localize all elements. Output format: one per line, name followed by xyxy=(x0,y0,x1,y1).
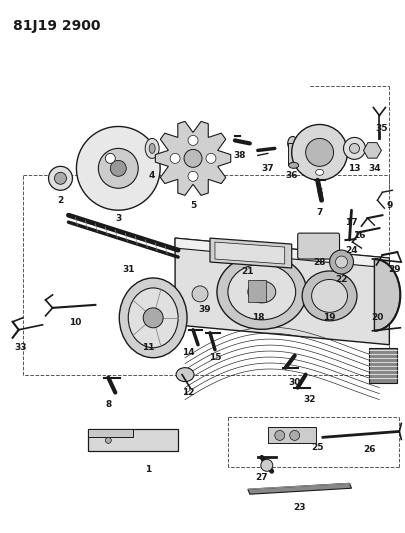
Ellipse shape xyxy=(216,255,306,329)
Text: 8: 8 xyxy=(105,400,111,409)
Text: 24: 24 xyxy=(344,246,357,255)
Circle shape xyxy=(289,431,299,440)
Circle shape xyxy=(98,148,138,188)
Circle shape xyxy=(76,126,160,210)
Ellipse shape xyxy=(315,169,323,175)
Text: 3: 3 xyxy=(115,214,121,223)
Circle shape xyxy=(305,139,333,166)
Ellipse shape xyxy=(176,368,194,382)
Text: 33: 33 xyxy=(14,343,27,352)
Text: 14: 14 xyxy=(181,348,194,357)
Ellipse shape xyxy=(128,288,178,348)
Circle shape xyxy=(349,143,358,154)
Circle shape xyxy=(54,172,66,184)
Ellipse shape xyxy=(119,278,187,358)
Ellipse shape xyxy=(227,264,295,320)
Text: 10: 10 xyxy=(69,318,81,327)
Circle shape xyxy=(183,149,202,167)
Circle shape xyxy=(188,171,198,181)
Circle shape xyxy=(291,125,347,180)
Circle shape xyxy=(110,160,126,176)
Circle shape xyxy=(205,154,215,163)
Text: 13: 13 xyxy=(347,164,360,173)
Text: 38: 38 xyxy=(233,151,245,160)
Circle shape xyxy=(192,286,207,302)
Circle shape xyxy=(188,135,198,146)
Polygon shape xyxy=(175,238,388,268)
Text: 6: 6 xyxy=(315,188,322,197)
Text: 26: 26 xyxy=(362,445,375,454)
Bar xyxy=(247,280,265,302)
Polygon shape xyxy=(209,238,291,268)
Text: 19: 19 xyxy=(322,313,335,322)
Text: 28: 28 xyxy=(313,257,325,266)
Ellipse shape xyxy=(288,163,298,168)
Text: 4: 4 xyxy=(149,171,155,180)
Text: 7: 7 xyxy=(315,208,322,217)
Text: 9: 9 xyxy=(385,201,392,209)
Text: 23: 23 xyxy=(293,503,305,512)
Text: 31: 31 xyxy=(122,265,134,274)
Polygon shape xyxy=(155,122,230,196)
Circle shape xyxy=(105,154,115,163)
Text: 25: 25 xyxy=(311,443,323,452)
Bar xyxy=(369,348,396,383)
Bar xyxy=(287,143,299,165)
Text: 36: 36 xyxy=(285,171,297,180)
Ellipse shape xyxy=(247,281,275,303)
Text: 12: 12 xyxy=(181,388,194,397)
Text: 30: 30 xyxy=(288,378,300,387)
Polygon shape xyxy=(362,143,380,158)
Circle shape xyxy=(335,256,347,268)
Ellipse shape xyxy=(287,136,297,150)
Text: 16: 16 xyxy=(352,231,365,240)
Polygon shape xyxy=(373,259,399,331)
Ellipse shape xyxy=(149,143,155,154)
Text: 81J19 2900: 81J19 2900 xyxy=(13,19,100,33)
FancyBboxPatch shape xyxy=(297,233,339,259)
Circle shape xyxy=(260,459,272,471)
Polygon shape xyxy=(214,242,284,264)
Text: 34: 34 xyxy=(367,164,380,173)
Circle shape xyxy=(49,166,72,190)
Text: 1: 1 xyxy=(145,465,151,474)
Text: 39: 39 xyxy=(198,305,211,314)
Circle shape xyxy=(105,438,111,443)
Text: 17: 17 xyxy=(344,217,357,227)
Text: 5: 5 xyxy=(190,201,196,209)
Circle shape xyxy=(343,138,364,159)
Polygon shape xyxy=(175,238,388,345)
Text: 27: 27 xyxy=(255,473,267,482)
Text: 29: 29 xyxy=(387,265,400,274)
Bar xyxy=(88,430,133,438)
Text: 22: 22 xyxy=(335,276,347,285)
Text: 15: 15 xyxy=(208,353,221,362)
Text: 20: 20 xyxy=(370,313,383,322)
Ellipse shape xyxy=(301,271,356,321)
Circle shape xyxy=(143,308,163,328)
Polygon shape xyxy=(247,483,351,494)
Bar xyxy=(267,427,315,443)
Text: 18: 18 xyxy=(251,313,263,322)
Text: 32: 32 xyxy=(303,395,315,404)
Circle shape xyxy=(274,431,284,440)
Text: 37: 37 xyxy=(261,164,273,173)
Text: 35: 35 xyxy=(374,124,387,133)
Ellipse shape xyxy=(145,139,159,158)
Text: 2: 2 xyxy=(57,196,64,205)
Circle shape xyxy=(329,250,353,274)
Text: 11: 11 xyxy=(142,343,154,352)
Bar xyxy=(88,430,178,451)
Text: 21: 21 xyxy=(241,268,254,277)
Ellipse shape xyxy=(311,279,347,312)
Circle shape xyxy=(170,154,180,163)
